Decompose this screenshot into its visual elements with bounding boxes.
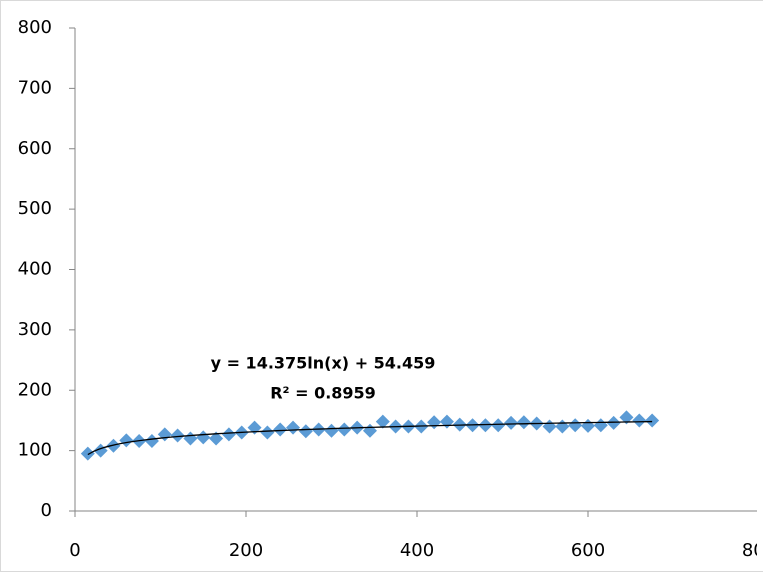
marker <box>516 415 531 430</box>
trendline <box>87 420 653 456</box>
marker <box>375 414 390 429</box>
marker <box>491 418 506 433</box>
y-tick-label: 600 <box>18 138 52 159</box>
marker <box>504 415 519 430</box>
y-tick-label: 800 <box>18 17 52 38</box>
x-tick-label: 800 <box>742 540 763 561</box>
y-tick-label: 500 <box>18 198 52 219</box>
marker <box>337 422 352 437</box>
marker <box>568 418 583 433</box>
x-tick-label: 600 <box>571 540 605 561</box>
y-tick-label: 700 <box>18 77 52 98</box>
trendline-r-squared: R² = 0.8959 <box>270 384 376 403</box>
plot: 0 100 200 300 400 500 600 700 800 0 200 400 600 800 y … <box>18 17 763 561</box>
marker <box>221 427 236 442</box>
y-tick-label: 200 <box>18 379 52 400</box>
x-tick-label: 400 <box>400 540 434 561</box>
marker <box>298 424 313 439</box>
marker <box>106 438 121 453</box>
marker <box>478 418 493 433</box>
y-tick-label: 100 <box>18 440 52 461</box>
marker <box>260 425 275 440</box>
marker <box>80 446 95 461</box>
x-tick-label: 200 <box>229 540 263 561</box>
marker <box>273 422 288 437</box>
y-tick-label: 300 <box>18 319 52 340</box>
trendline-equation: y = 14.375ln(x) + 54.459 <box>211 354 436 373</box>
marker <box>144 433 159 448</box>
marker <box>324 423 339 438</box>
marker <box>286 420 301 435</box>
marker <box>209 431 224 446</box>
y-tick-label: 0 <box>41 500 52 521</box>
marker <box>632 413 647 428</box>
y-tick-label: 400 <box>18 259 52 280</box>
x-tick-label: 0 <box>69 540 80 561</box>
marker <box>645 413 660 428</box>
marker <box>619 410 634 425</box>
marker <box>606 415 621 430</box>
marker <box>170 428 185 443</box>
